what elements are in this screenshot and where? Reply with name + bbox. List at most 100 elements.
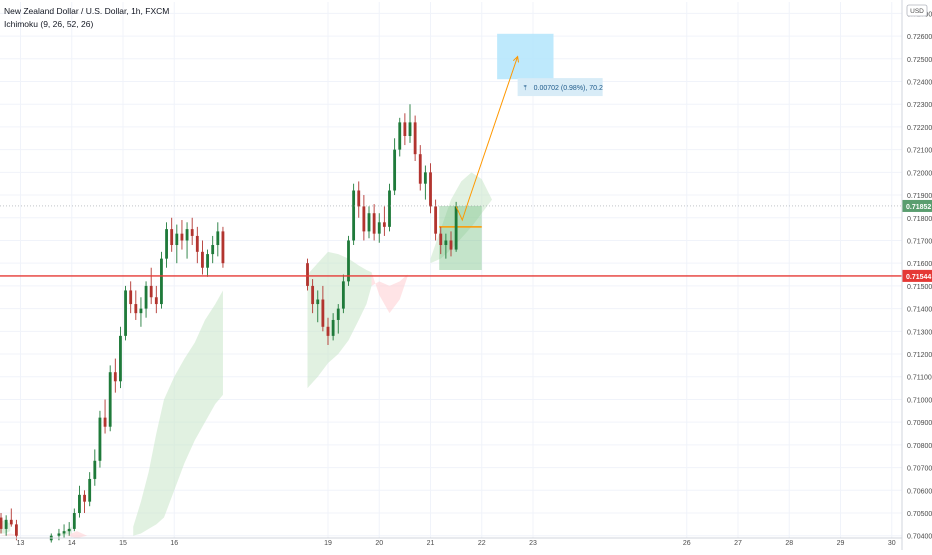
candle-bearish xyxy=(434,206,438,234)
candle-bearish xyxy=(429,172,432,207)
price-tick-label: 0.72000 xyxy=(907,170,932,177)
candle-bearish xyxy=(170,229,174,246)
candle-bearish xyxy=(326,326,330,336)
projection-arrowhead xyxy=(512,55,519,63)
currency-badge xyxy=(906,4,928,17)
date-tick-label: 14 xyxy=(68,540,76,547)
price-tick-label: 0.72500 xyxy=(907,57,932,64)
candle-bearish xyxy=(311,285,315,305)
date-tick-label: 19 xyxy=(324,540,332,547)
date-tick-label: 20 xyxy=(375,540,383,547)
target-zone xyxy=(497,33,554,80)
support-price-tag xyxy=(902,269,932,282)
candle-bullish xyxy=(444,240,448,246)
candle-bullish xyxy=(165,229,168,259)
ichimoku-cloud-bearish xyxy=(371,272,408,314)
price-tick-label: 0.71300 xyxy=(907,329,932,336)
price-tick-label: 0.71500 xyxy=(907,284,932,291)
indicator-label: Ichimoku (9, 26, 52, 26) xyxy=(4,19,94,29)
candle-bullish xyxy=(352,190,356,241)
candle-bearish xyxy=(0,517,3,529)
last-price-label: 0.71852 xyxy=(906,204,931,211)
candle-bullish xyxy=(57,533,61,536)
price-tick-label: 0.71400 xyxy=(907,307,932,314)
price-tick-label: 0.71100 xyxy=(907,375,932,382)
candle-bearish xyxy=(190,229,194,236)
candle-bearish xyxy=(149,285,153,298)
candle-bullish xyxy=(185,229,189,241)
candle-bearish xyxy=(321,299,325,327)
candle-bullish xyxy=(98,417,102,461)
chart-title: New Zealand Dollar / U.S. Dollar, 1h, FX… xyxy=(4,6,170,16)
candle-bullish xyxy=(4,519,8,529)
price-tick-label: 0.71200 xyxy=(907,352,932,359)
candle-bullish xyxy=(175,233,179,246)
candle-bullish xyxy=(72,513,76,529)
candle-bearish xyxy=(134,304,138,314)
price-tick-label: 0.72600 xyxy=(907,34,932,41)
candle-bullish xyxy=(206,254,209,268)
candle-bearish xyxy=(306,263,309,286)
currency-label: USD xyxy=(910,8,924,15)
measurement-label-box xyxy=(517,78,603,97)
measurement-icon: ⤒ xyxy=(524,85,527,92)
candle-bullish xyxy=(67,528,71,532)
candle-bearish xyxy=(113,372,117,382)
date-tick-label: 26 xyxy=(683,540,691,547)
candle-bullish xyxy=(367,213,371,232)
candle-bearish xyxy=(403,122,407,136)
price-tick-label: 0.70900 xyxy=(907,420,932,427)
price-tick-label: 0.72200 xyxy=(907,125,932,132)
candle-bullish xyxy=(108,372,112,427)
candle-bullish xyxy=(408,122,412,136)
price-tick-label: 0.71000 xyxy=(907,397,932,404)
price-tick-label: 0.70700 xyxy=(907,466,932,473)
candle-bearish xyxy=(449,240,453,250)
last-price-tag xyxy=(902,199,932,212)
ichimoku-cloud-bullish xyxy=(133,290,223,536)
candle-bullish xyxy=(377,222,381,234)
date-tick-label: 21 xyxy=(427,540,435,547)
candle-bearish xyxy=(357,190,361,207)
date-tick-label: 29 xyxy=(837,540,845,547)
candle-bullish xyxy=(160,258,163,305)
candle-bearish xyxy=(362,206,366,232)
candle-bullish xyxy=(124,290,127,336)
candle-bullish xyxy=(423,172,427,184)
candle-bullish xyxy=(93,460,97,479)
candle-bullish xyxy=(119,335,122,382)
price-tick-label: 0.70800 xyxy=(907,443,932,450)
candle-bullish xyxy=(388,190,391,227)
candle-bearish xyxy=(103,417,107,427)
price-tick-label: 0.72300 xyxy=(907,102,932,109)
candle-bearish xyxy=(9,519,13,525)
support-price-label: 0.71544 xyxy=(906,274,931,281)
candle-bullish xyxy=(144,285,148,309)
price-tick-label: 0.71800 xyxy=(907,216,932,223)
candle-bullish xyxy=(88,478,92,502)
candle-bearish xyxy=(382,222,386,227)
candle-bearish xyxy=(221,231,225,264)
projection-path xyxy=(455,56,519,222)
date-tick-label: 13 xyxy=(17,540,25,547)
ichimoku-cloud-bearish xyxy=(66,531,88,538)
candle-bullish xyxy=(393,149,397,191)
candle-bearish xyxy=(439,233,443,246)
price-tick-label: 0.71700 xyxy=(907,238,932,245)
candle-bullish xyxy=(398,122,402,150)
date-tick-label: 22 xyxy=(478,540,486,547)
date-tick-label: 23 xyxy=(529,540,537,547)
candle-bullish xyxy=(211,245,215,255)
date-tick-label: 27 xyxy=(734,540,742,547)
candle-bearish xyxy=(201,251,204,268)
price-tick-label: 0.70600 xyxy=(907,488,932,495)
date-tick-label: 28 xyxy=(785,540,793,547)
candle-bearish xyxy=(180,233,184,241)
candle-bullish xyxy=(454,206,458,250)
price-tick-label: 0.70500 xyxy=(907,511,932,518)
candle-bullish xyxy=(316,299,320,305)
candle-bullish xyxy=(336,308,340,320)
candle-bearish xyxy=(413,122,417,155)
